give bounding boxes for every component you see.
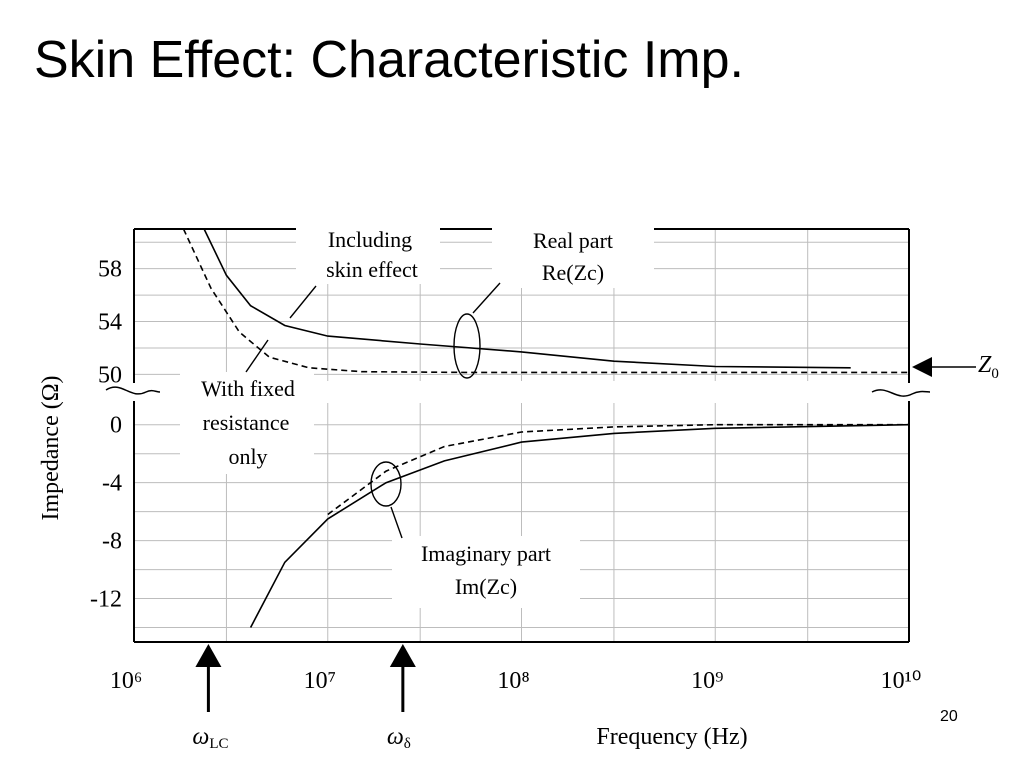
z0-arrowhead-icon — [912, 357, 932, 377]
annotation-imaginary-part-leader — [390, 506, 403, 539]
slide-title: Skin Effect: Characteristic Imp. — [34, 31, 744, 89]
axis-break-gap — [131, 383, 912, 401]
frequency-marker-subscript: δ — [404, 736, 411, 752]
real-part-skin-effect-line — [203, 228, 851, 369]
imaginary-part-fixed-resistance-line — [327, 423, 909, 516]
real-part-fixed-resistance-line — [182, 228, 909, 374]
y-tick-label: -4 — [102, 471, 122, 497]
x-tick-label: 10⁹ — [691, 668, 723, 694]
annotation-including-line1: Including — [328, 227, 412, 252]
annotation-real-part-line1: Real part — [533, 228, 613, 253]
x-axis-label: Frequency (Hz) — [596, 724, 747, 750]
annotation-background — [392, 536, 580, 608]
frequency-marker-label: ωLC — [192, 724, 228, 752]
y-tick-label: 50 — [98, 362, 122, 388]
imaginary-part-skin-effect-line — [249, 423, 910, 628]
annotation-including-leader — [289, 285, 317, 319]
page-number: 20 — [940, 708, 958, 725]
imaginary-part-ellipse — [370, 461, 402, 507]
z0-label: Z0 — [978, 352, 999, 382]
annotation-fixed-line3: only — [228, 444, 267, 469]
annotation-fixed-line2: resistance — [203, 410, 290, 435]
y-tick-label: -12 — [90, 587, 122, 613]
annotation-including-line2: skin effect — [326, 257, 418, 282]
y-tick-label: 0 — [110, 413, 122, 439]
x-tick-label: 10⁸ — [497, 668, 529, 694]
axis-break-right-icon — [871, 389, 931, 397]
axis-break-left-icon — [105, 386, 161, 395]
frequency-marker-arrowhead-icon — [195, 644, 222, 667]
annotation-background — [492, 224, 654, 288]
annotation-background — [180, 372, 314, 474]
y-tick-label: -8 — [102, 529, 122, 555]
annotation-real-part-line2: Re(Zc) — [542, 260, 604, 285]
frequency-marker-label: ωδ — [387, 724, 411, 752]
x-tick-label: 10¹⁰ — [881, 668, 922, 694]
x-tick-label: 10⁷ — [304, 668, 336, 694]
y-tick-label: 54 — [98, 310, 122, 336]
annotation-background — [296, 224, 440, 284]
z0-label-subscript: 0 — [991, 366, 999, 382]
annotation-fixed-leader — [245, 339, 269, 373]
x-tick-label: 10⁶ — [110, 668, 142, 694]
annotation-imaginary-part-line2: Im(Zc) — [455, 574, 517, 599]
frequency-marker-subscript: LC — [209, 736, 228, 752]
annotation-fixed-line1: With fixed — [201, 376, 295, 401]
y-axis-label: Impedance (Ω) — [38, 375, 64, 520]
annotation-real-part-leader — [472, 282, 501, 314]
frequency-marker-arrowhead-icon — [389, 644, 416, 667]
real-part-ellipse — [453, 313, 481, 379]
annotation-imaginary-part-line1: Imaginary part — [421, 541, 551, 566]
y-tick-label: 58 — [98, 257, 122, 283]
